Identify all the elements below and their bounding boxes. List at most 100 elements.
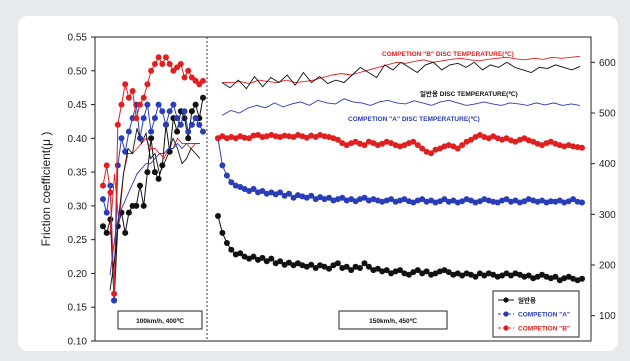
right-tick-label: 600 — [599, 58, 616, 69]
friction-competion-a-point — [163, 121, 169, 128]
friction-competion-a-point — [379, 198, 386, 205]
friction-general-point — [326, 265, 332, 272]
friction-competion-b-point — [547, 138, 554, 145]
friction-general-point — [137, 182, 143, 189]
friction-general-point — [185, 135, 192, 142]
friction-competion-b-point — [432, 146, 439, 153]
friction-competion-b-point — [155, 54, 162, 61]
friction-competion-a-point — [155, 101, 162, 108]
friction-general-point — [174, 128, 181, 135]
friction-competion-a-point — [365, 197, 372, 204]
friction-competion-a-point — [114, 162, 121, 169]
friction-competion-a-point — [259, 188, 266, 194]
friction-general-point — [410, 269, 417, 276]
friction-general-point — [512, 270, 519, 277]
friction-competion-b-point — [561, 143, 568, 150]
friction-general-point — [100, 223, 106, 230]
left-tick-label: 0.35 — [68, 168, 88, 179]
section1-label: 100km/h, 400℃ — [136, 317, 184, 325]
friction-competion-a-point — [339, 194, 346, 201]
friction-competion-a-point — [388, 196, 395, 203]
friction-competion-b-section1-line — [102, 56, 204, 294]
left-tick-label: 0.40 — [68, 134, 88, 145]
friction-competion-b-point — [410, 138, 417, 145]
friction-general-point — [286, 259, 292, 266]
friction-general-point — [468, 271, 474, 278]
friction-competion-a-point — [223, 172, 230, 179]
friction-competion-b-point — [468, 136, 474, 143]
friction-competion-a-point — [445, 198, 452, 205]
friction-competion-a-point — [111, 297, 118, 304]
friction-competion-b-point — [250, 132, 257, 139]
friction-general-point — [472, 273, 479, 280]
friction-general-point — [263, 258, 270, 265]
friction-competion-b-point — [100, 182, 106, 189]
friction-competion-b-point — [281, 132, 288, 139]
friction-general-point — [308, 261, 315, 268]
friction-competion-b-point — [111, 290, 118, 297]
friction-competion-a-point — [170, 101, 177, 108]
friction-general-point — [374, 265, 381, 272]
temperature-competion-a-section1-line — [109, 128, 201, 291]
friction-general-point — [219, 229, 226, 236]
friction-general-point — [388, 270, 395, 277]
friction-competion-b-point — [308, 132, 315, 139]
temp-label-competion-b: COMPETION "B" DISC TEMPERATURE(℃) — [382, 50, 514, 58]
friction-general-point — [144, 169, 151, 176]
friction-competion-a-point — [419, 196, 426, 203]
friction-general-point — [561, 275, 568, 282]
temperature-general-section2-line — [222, 55, 581, 85]
friction-competion-b-point — [579, 144, 585, 151]
legend-marker-competion-b — [503, 325, 509, 331]
friction-general-point — [525, 272, 532, 279]
friction-general-point — [414, 267, 421, 274]
friction-competion-a-point — [277, 189, 284, 196]
right-tick-label: 500 — [599, 109, 616, 120]
friction-competion-b-point — [525, 137, 532, 144]
friction-competion-b-point — [272, 133, 279, 140]
friction-competion-a-point — [125, 128, 132, 135]
friction-competion-a-point — [107, 182, 114, 189]
friction-general-point — [250, 253, 257, 260]
friction-competion-b-point — [166, 61, 173, 67]
friction-general-point — [277, 258, 284, 265]
friction-general-point — [133, 202, 140, 209]
friction-competion-a-point — [241, 186, 248, 192]
friction-general-point — [365, 263, 372, 270]
friction-competion-a-point — [321, 196, 328, 203]
friction-competion-b-point — [459, 142, 466, 149]
friction-competion-a-point — [219, 162, 226, 169]
friction-competion-a-point — [181, 108, 188, 115]
friction-competion-b-point — [570, 143, 577, 150]
friction-competion-a-point — [361, 194, 368, 201]
friction-competion-b-point — [246, 135, 253, 142]
friction-competion-a-point — [166, 108, 173, 115]
friction-competion-b-point — [129, 88, 136, 94]
friction-general-point — [188, 108, 195, 115]
legend-marker-competion-a — [503, 311, 509, 317]
friction-competion-b-point — [228, 134, 235, 140]
friction-competion-b-point — [163, 54, 169, 61]
friction-general-point — [432, 270, 439, 277]
friction-competion-a-point — [547, 198, 554, 205]
y-axis-label: Friction coefficient(μ ) — [39, 132, 53, 247]
friction-general-point — [312, 265, 319, 271]
left-tick-label: 0.50 — [68, 66, 88, 77]
friction-general-point — [237, 250, 244, 257]
friction-competion-b-point — [144, 81, 151, 88]
friction-general-point — [490, 271, 497, 278]
friction-competion-b-point — [334, 136, 341, 143]
friction-general-point — [343, 263, 350, 270]
friction-competion-b-point — [118, 101, 125, 108]
friction-competion-a-point — [159, 108, 166, 115]
left-tick-label: 0.20 — [68, 269, 88, 280]
friction-general-point — [383, 267, 390, 274]
friction-general-point — [459, 272, 466, 279]
friction-general-point — [140, 202, 147, 209]
legend-label-competion-b: COMPETION "B" — [518, 326, 570, 333]
friction-competion-a-section1-line — [102, 103, 204, 301]
friction-competion-a-point — [357, 196, 363, 203]
temp-label-competion-a: COMPETION "A" DISC TEMPERATURE(℃) — [348, 115, 480, 123]
friction-competion-a-point — [343, 197, 350, 204]
